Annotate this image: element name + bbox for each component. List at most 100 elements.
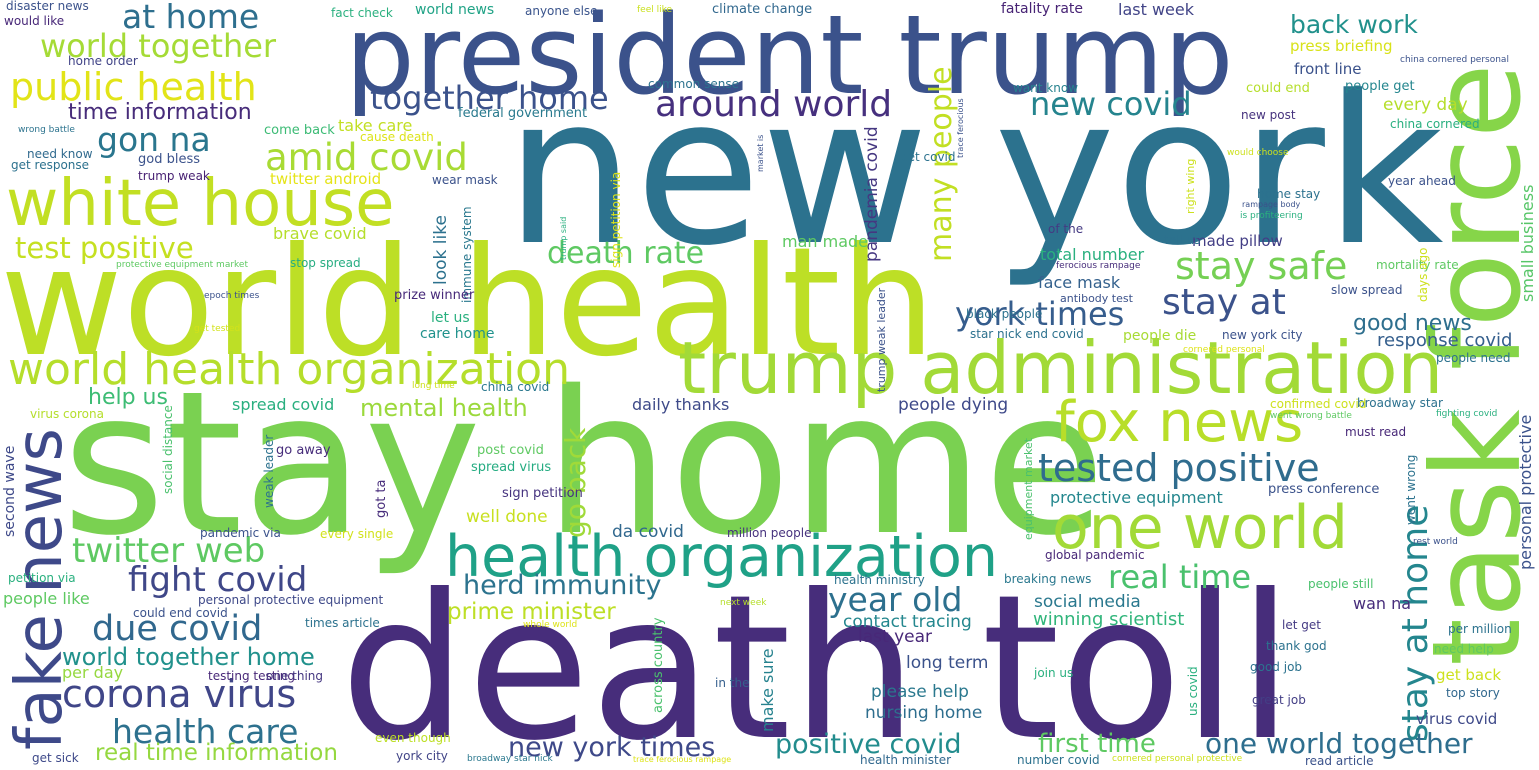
word: face mask — [1038, 273, 1121, 292]
word: make sure — [758, 648, 777, 732]
word: fox news — [1055, 390, 1304, 455]
word: small business — [1518, 184, 1537, 302]
word: confirmed covid — [1270, 397, 1367, 411]
word: top story — [1446, 686, 1500, 700]
word: across country — [651, 617, 666, 713]
word: people like — [3, 589, 90, 608]
word: let us — [431, 310, 470, 326]
word: world news — [415, 2, 495, 18]
word: take care — [338, 116, 413, 135]
word: last year — [858, 627, 932, 647]
word: fatality rate — [1001, 1, 1084, 17]
word: get response — [11, 158, 90, 172]
word: death rate — [547, 236, 705, 271]
word: anyone else — [525, 4, 598, 18]
word: last week — [1118, 0, 1194, 19]
word: please help — [871, 682, 969, 702]
word: get back — [1436, 666, 1502, 684]
word: cornered personal — [1183, 345, 1265, 355]
word: broadway star — [1357, 396, 1443, 410]
word: back work — [1290, 10, 1418, 39]
word: contact tracing — [843, 612, 972, 632]
word: world together — [40, 27, 277, 65]
word: year ahead — [1388, 174, 1456, 188]
word: trump said — [559, 216, 568, 260]
word: president trump — [345, 0, 1234, 119]
word: wear mask — [432, 173, 498, 187]
word: read article — [1305, 754, 1374, 768]
word: trace ferocious rampage — [633, 755, 732, 764]
word: twitter web — [72, 531, 266, 571]
word: could end — [1246, 81, 1310, 96]
word: get sick — [32, 751, 79, 765]
word: real time information — [95, 740, 338, 766]
word: virus covid — [1416, 710, 1498, 728]
word: black people — [966, 307, 1043, 321]
word: must read — [1345, 425, 1407, 439]
word: need know — [27, 147, 93, 161]
word: rampage body — [1242, 200, 1301, 209]
word: amid covid — [265, 136, 468, 179]
word: stay safe — [1175, 244, 1348, 288]
word: protective equipment market — [116, 260, 248, 270]
word: good news — [1353, 311, 1472, 336]
word: whole world — [523, 620, 578, 630]
word: us covid — [1186, 666, 1200, 716]
word: world health — [0, 216, 936, 390]
word: fighting covid — [1436, 409, 1498, 419]
word: equipment market — [1022, 437, 1035, 540]
word: trump weak — [138, 169, 210, 183]
word: thank god — [1266, 639, 1327, 653]
word: spread covid — [232, 395, 335, 414]
word: long term — [906, 653, 989, 673]
word: fact check — [331, 6, 393, 20]
word: response covid — [1377, 330, 1513, 351]
word: people still — [1308, 577, 1374, 591]
word: health minister — [860, 753, 952, 767]
word: go away — [276, 443, 331, 458]
word: trace ferocious — [956, 98, 965, 158]
word: social distance — [161, 405, 175, 494]
word: post covid — [477, 443, 544, 458]
word: good job — [1250, 660, 1303, 674]
word: da covid — [612, 522, 684, 542]
word: disaster news — [6, 0, 89, 13]
word: per day — [62, 663, 124, 682]
word: get tested — [194, 324, 241, 334]
word: world health organization — [8, 344, 570, 395]
word: twitter android — [270, 170, 382, 188]
word: next week — [720, 598, 767, 608]
word: wan na — [1353, 594, 1412, 613]
word: need help — [1434, 642, 1494, 656]
word: due covid — [92, 609, 263, 649]
word: personal protective — [1516, 414, 1535, 570]
word: protective equipment — [1050, 488, 1223, 507]
word: health ministry — [834, 573, 925, 587]
word: york times — [955, 295, 1125, 333]
word: pandemic via — [200, 526, 281, 540]
word: corona virus — [62, 672, 297, 716]
word: time information — [68, 100, 252, 125]
word: join us — [1034, 666, 1074, 680]
word: year old — [828, 580, 963, 619]
word: white house — [6, 167, 395, 241]
word: brave covid — [273, 224, 367, 243]
word: prime minister — [447, 599, 616, 625]
word: real time — [1108, 558, 1252, 596]
word: well done — [466, 507, 548, 527]
word: virus corona — [30, 407, 104, 421]
word: new post — [1241, 108, 1296, 122]
word: right wing — [1184, 158, 1197, 214]
word: people get — [1345, 79, 1415, 94]
word: god bless — [138, 152, 200, 167]
word: million people — [727, 526, 812, 540]
word: death toll — [340, 552, 1294, 770]
word: stay home — [62, 348, 1106, 579]
word: spread virus — [471, 460, 552, 475]
word: one world — [1052, 493, 1348, 563]
word: help us — [88, 385, 168, 410]
word: china cornered personal — [1400, 55, 1509, 65]
word: market is — [756, 134, 765, 172]
word: tested positive — [1038, 446, 1320, 490]
word: go back — [559, 427, 592, 538]
